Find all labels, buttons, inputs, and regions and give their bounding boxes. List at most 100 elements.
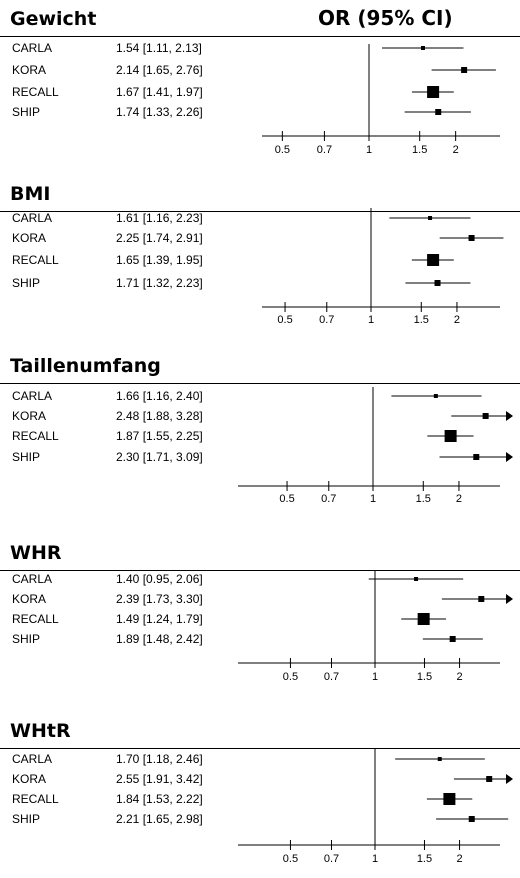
forest-plot-whr: 0.5 0.7 1 1.5 2 xyxy=(238,571,513,683)
study-label: RECALL xyxy=(12,792,59,806)
x-tick-label: 0.5 xyxy=(283,671,298,683)
study-label: CARLA xyxy=(12,752,53,766)
study-label: RECALL xyxy=(12,429,59,443)
point-estimate xyxy=(435,109,442,115)
point-estimate xyxy=(482,413,489,419)
column-header: OR (95% CI) xyxy=(0,6,520,34)
or-ci-value: 1.66 [1.16, 2.40] xyxy=(116,389,203,403)
panel-whr: WHR 0.5 0.7 1 1.5 2 CARLA 1.40 [0.95, 2.06] KO… xyxy=(0,542,520,700)
ci-arrow xyxy=(506,411,513,421)
x-tick-label: 2 xyxy=(454,314,460,326)
study-label: KORA xyxy=(12,63,47,77)
point-estimate xyxy=(420,46,425,50)
x-tick-label: 1.5 xyxy=(416,493,431,505)
panel-title: WHtR xyxy=(10,720,71,742)
or-ci-value: 1.71 [1.32, 2.23] xyxy=(116,276,203,290)
study-label: SHIP xyxy=(12,276,41,290)
study-label: RECALL xyxy=(12,612,59,626)
or-ci-value: 1.49 [1.24, 1.79] xyxy=(116,612,203,626)
x-tick-label: 0.7 xyxy=(317,144,332,156)
point-estimate xyxy=(427,86,440,98)
x-tick-label: 2 xyxy=(457,853,463,865)
study-label: CARLA xyxy=(12,41,53,55)
x-tick-label: 2 xyxy=(456,493,462,505)
study-label: KORA xyxy=(12,592,47,606)
study-label: SHIP xyxy=(12,450,41,464)
point-estimate xyxy=(434,280,441,286)
study-label: SHIP xyxy=(12,105,41,119)
or-ci-value: 2.25 [1.74, 2.91] xyxy=(116,231,203,245)
x-tick-label: 1.5 xyxy=(417,671,432,683)
point-estimate xyxy=(478,596,485,602)
or-ci-value: 2.48 [1.88, 3.28] xyxy=(116,409,203,423)
point-estimate xyxy=(433,394,438,398)
or-ci-value: 1.87 [1.55, 2.25] xyxy=(116,429,203,443)
point-estimate xyxy=(444,430,457,442)
ci-arrow xyxy=(506,774,513,784)
point-estimate xyxy=(461,67,468,73)
x-tick-label: 1 xyxy=(372,671,378,683)
x-tick-label: 0.7 xyxy=(319,314,334,326)
point-estimate xyxy=(473,454,480,460)
or-ci-value: 1.84 [1.53, 2.22] xyxy=(116,792,203,806)
forest-plot-bmi: 0.5 0.7 1 1.5 2 xyxy=(262,208,504,326)
panel-title: Gewicht xyxy=(10,8,97,30)
panel-title: BMI xyxy=(10,183,51,205)
or-ci-value: 1.70 [1.18, 2.46] xyxy=(116,752,203,766)
study-label: KORA xyxy=(12,409,47,423)
panel-divider xyxy=(0,383,520,384)
panel-gewicht: Gewicht 0.5 0.7 1 1.5 2 CARLA 1.54 [1.11, 2.1… xyxy=(0,8,520,166)
panel-bmi: BMI 0.5 0.7 1 1.5 2 CARLA 1.61 [1.16, 2.23] KO… xyxy=(0,183,520,341)
x-tick-label: 1.5 xyxy=(417,853,432,865)
study-label: RECALL xyxy=(12,85,59,99)
or-ci-value: 1.67 [1.41, 1.97] xyxy=(116,85,203,99)
panel-whtr: WHtR 0.5 0.7 1 1.5 2 CARLA 1.70 [1.18, 2.46] K… xyxy=(0,720,520,878)
or-ci-value: 1.65 [1.39, 1.95] xyxy=(116,253,203,267)
point-estimate xyxy=(468,816,475,822)
study-label: SHIP xyxy=(12,632,41,646)
or-ci-value: 1.89 [1.48, 2.42] xyxy=(116,632,203,646)
study-label: KORA xyxy=(12,772,47,786)
or-ci-value: 2.30 [1.71, 3.09] xyxy=(116,450,203,464)
x-tick-label: 1.5 xyxy=(412,144,427,156)
forest-plot-taillenumfang: 0.5 0.7 1 1.5 2 xyxy=(238,387,513,505)
x-tick-label: 1.5 xyxy=(414,314,429,326)
x-tick-label: 1 xyxy=(372,853,378,865)
forest-plot-gewicht: 0.5 0.7 1 1.5 2 xyxy=(262,44,500,156)
x-tick-label: 1 xyxy=(366,144,372,156)
point-estimate xyxy=(428,216,433,220)
x-tick-label: 2 xyxy=(457,671,463,683)
point-estimate xyxy=(437,757,442,761)
point-estimate xyxy=(414,577,419,581)
ci-arrow xyxy=(506,594,513,604)
x-tick-label: 0.5 xyxy=(275,144,290,156)
x-tick-label: 0.5 xyxy=(279,493,294,505)
point-estimate xyxy=(417,613,430,625)
or-ci-value: 1.40 [0.95, 2.06] xyxy=(116,572,203,586)
x-tick-label: 0.7 xyxy=(321,493,336,505)
panel-divider xyxy=(0,211,520,212)
panel-title: WHR xyxy=(10,542,62,564)
study-label: KORA xyxy=(12,231,47,245)
ci-arrow xyxy=(506,452,513,462)
study-label: SHIP xyxy=(12,812,41,826)
or-ci-value: 2.55 [1.91, 3.42] xyxy=(116,772,203,786)
point-estimate xyxy=(486,776,493,782)
or-ci-header: OR (95% CI) xyxy=(318,6,453,30)
x-tick-label: 0.5 xyxy=(283,853,298,865)
panel-taillenumfang: Taillenumfang 0.5 0.7 1 1.5 2 CARLA 1.66 [1.1… xyxy=(0,355,520,513)
study-label: CARLA xyxy=(12,389,53,403)
x-tick-label: 2 xyxy=(453,144,459,156)
panel-divider xyxy=(0,570,520,571)
or-ci-value: 1.74 [1.33, 2.26] xyxy=(116,105,203,119)
x-tick-label: 0.5 xyxy=(277,314,292,326)
panel-divider xyxy=(0,36,520,37)
point-estimate xyxy=(468,235,475,241)
or-ci-value: 1.54 [1.11, 2.13] xyxy=(116,41,202,55)
x-tick-label: 1 xyxy=(368,314,374,326)
study-label: CARLA xyxy=(12,572,53,586)
panel-divider xyxy=(0,748,520,749)
x-tick-label: 1 xyxy=(370,493,376,505)
panel-title: Taillenumfang xyxy=(10,355,161,377)
or-ci-value: 1.61 [1.16, 2.23] xyxy=(116,211,203,225)
